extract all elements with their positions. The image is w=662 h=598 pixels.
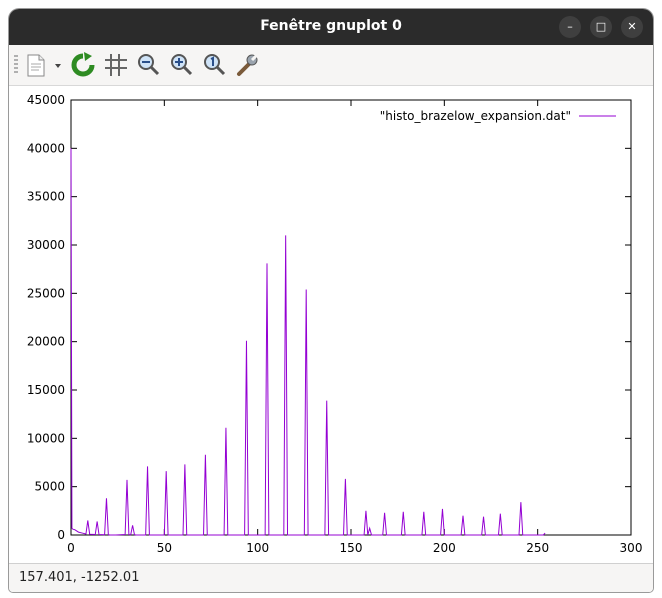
x-tick-label: 300	[620, 541, 643, 555]
maximize-button[interactable]: □	[590, 16, 612, 38]
series-line	[70, 148, 546, 536]
legend-label: "histo_brazelow_expansion.dat"	[380, 109, 571, 123]
plot-border	[70, 99, 632, 536]
y-tick-label: 5000	[34, 480, 65, 494]
zoom-out-icon[interactable]	[136, 52, 162, 78]
toolbar	[9, 45, 653, 86]
settings-wrench-icon[interactable]	[235, 52, 261, 78]
x-tick-label: 250	[526, 541, 549, 555]
y-tick-label: 0	[57, 528, 65, 542]
plot-canvas[interactable]: 0 5000 10000 15000 20000 25000 30000 35000 40000…	[9, 86, 653, 563]
title-bar[interactable]: Fenêtre gnuplot 0 – □ ✕	[9, 9, 653, 45]
close-button[interactable]: ✕	[621, 16, 643, 38]
y-tick-label: 10000	[27, 431, 65, 445]
y-tick-label: 25000	[27, 286, 65, 300]
y-axis: 0 5000 10000 15000 20000 25000 30000 35000 40000…	[27, 93, 631, 542]
gnuplot-window: Fenêtre gnuplot 0 – □ ✕	[9, 9, 653, 592]
x-tick-label: 200	[433, 541, 456, 555]
zoom-in-icon[interactable]	[169, 52, 195, 78]
window-title: Fenêtre gnuplot 0	[260, 18, 402, 34]
y-tick-label: 40000	[27, 141, 65, 155]
x-axis: 0 50 100 150 200 250 300	[67, 100, 642, 555]
toolbar-grip[interactable]	[14, 55, 18, 75]
y-tick-label: 30000	[27, 238, 65, 252]
x-tick-label: 0	[67, 541, 75, 555]
chart-svg: 0 5000 10000 15000 20000 25000 30000 35000 40000…	[27, 93, 643, 555]
x-tick-label: 100	[246, 541, 269, 555]
export-icon[interactable]	[24, 52, 64, 78]
y-tick-label: 20000	[27, 335, 65, 349]
minimize-button[interactable]: –	[559, 16, 581, 38]
cursor-coordinates: 157.401, -1252.01	[19, 570, 140, 585]
y-tick-label: 45000	[27, 93, 65, 107]
x-tick-label: 150	[340, 541, 363, 555]
y-tick-label: 15000	[27, 383, 65, 397]
grid-icon[interactable]	[103, 52, 129, 78]
y-tick-label: 35000	[27, 190, 65, 204]
zoom-reset-icon[interactable]	[202, 52, 228, 78]
replot-icon[interactable]	[70, 52, 96, 78]
x-tick-label: 50	[157, 541, 172, 555]
status-bar: 157.401, -1252.01	[9, 563, 653, 592]
